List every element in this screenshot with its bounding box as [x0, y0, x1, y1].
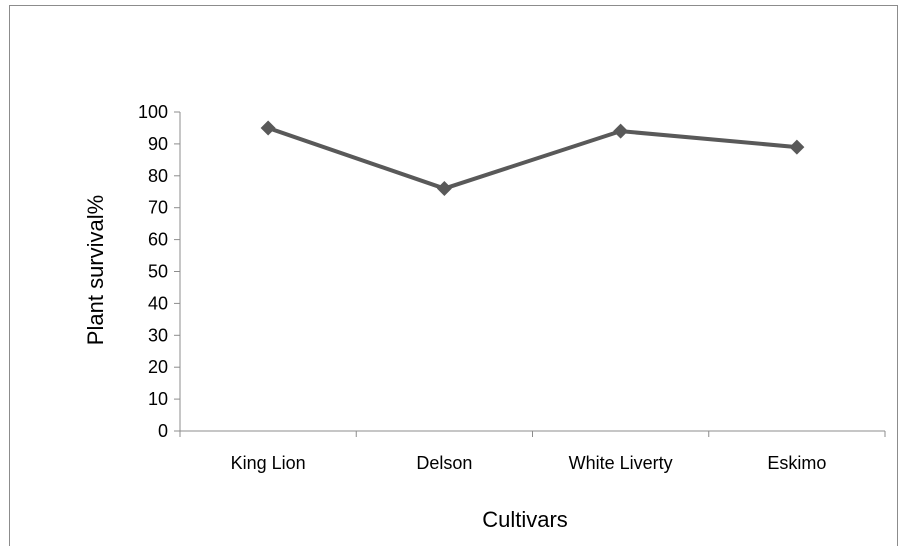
chart-frame	[9, 5, 898, 546]
y-tick-label: 80	[148, 166, 168, 186]
y-tick-label: 40	[148, 293, 168, 313]
y-tick-label: 0	[158, 421, 168, 441]
data-point-marker	[436, 181, 452, 197]
y-tick-label: 10	[148, 389, 168, 409]
x-tick-label: Delson	[416, 453, 472, 473]
x-tick-label: Eskimo	[767, 453, 826, 473]
series-line	[267, 126, 798, 191]
data-point-marker	[613, 123, 629, 139]
y-tick-label: 70	[148, 198, 168, 218]
data-point-marker	[260, 120, 276, 136]
x-tick-label: White Liverty	[569, 453, 673, 473]
y-tick-label: 90	[148, 134, 168, 154]
x-tick-label: King Lion	[231, 453, 306, 473]
y-tick-label: 50	[148, 262, 168, 282]
axes	[174, 111, 886, 437]
y-tick-label: 30	[148, 325, 168, 345]
y-axis-title: Plant survival%	[83, 195, 108, 345]
data-point-marker	[789, 139, 805, 155]
y-tick-labels: 0 10 20 30 40 50 60 70 80 90 100	[138, 102, 168, 441]
x-axis-title: Cultivars	[482, 507, 568, 532]
y-tick-label: 60	[148, 230, 168, 250]
series-layer	[260, 120, 805, 197]
y-tick-label: 100	[138, 102, 168, 122]
y-tick-label: 20	[148, 357, 168, 377]
x-tick-labels: King Lion Delson White Liverty Eskimo	[231, 453, 827, 473]
